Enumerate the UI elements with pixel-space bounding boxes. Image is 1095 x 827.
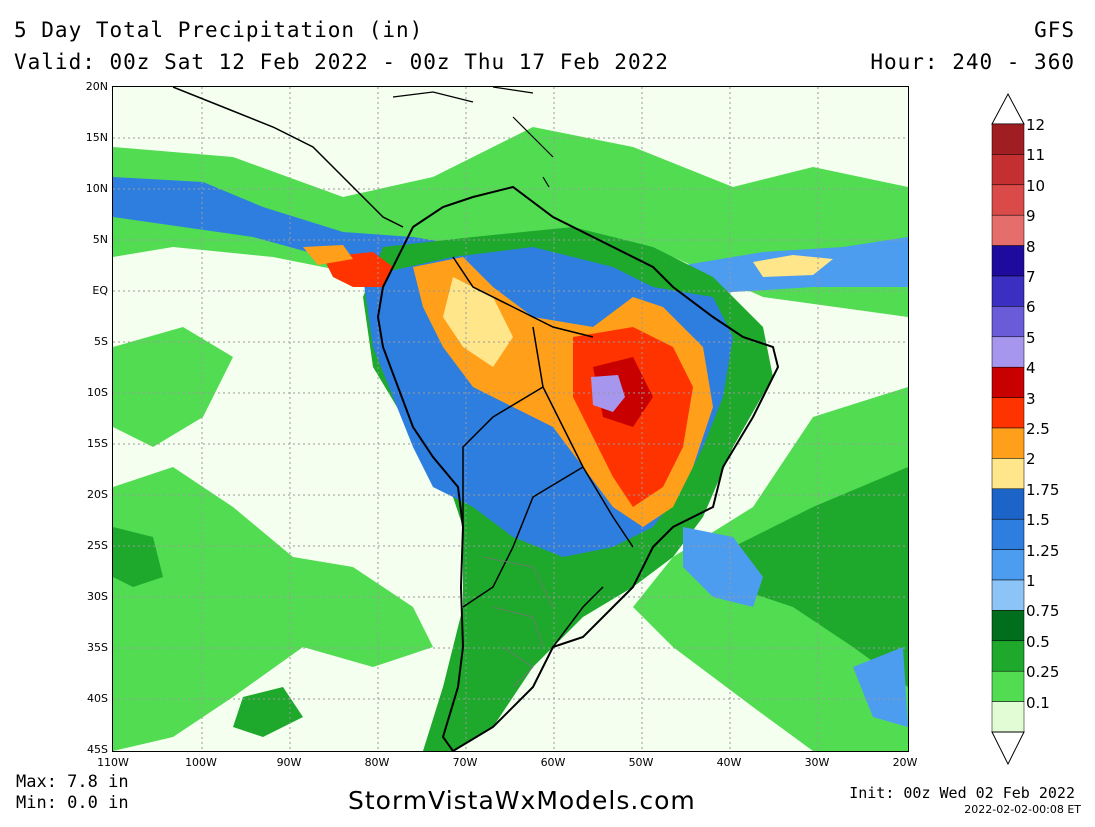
legend-swatch <box>991 610 1025 642</box>
legend-label: 10 <box>1026 176 1046 195</box>
legend-label: 1.75 <box>1026 480 1060 499</box>
legend-label: 2 <box>1026 450 1036 469</box>
legend-label: 0.75 <box>1026 602 1060 621</box>
lon-label: 70W <box>452 756 478 769</box>
legend-label: 7 <box>1026 268 1036 286</box>
lon-label: 110W <box>97 756 129 769</box>
model-name: GFS <box>1034 18 1075 42</box>
lat-label: 30S <box>87 590 108 603</box>
precip-area-south-atlantic-blue <box>683 527 763 607</box>
init-time: Init: 00z Wed 02 Feb 2022 <box>849 784 1075 802</box>
legend-swatch <box>991 397 1025 429</box>
legend-label: 6 <box>1026 298 1036 317</box>
lon-label: 90W <box>276 756 302 769</box>
precip-area-amazon-yellow <box>443 277 513 367</box>
lat-label: 20N <box>85 80 108 93</box>
generated-timestamp: 2022-02-02-00:08 ET <box>964 803 1081 816</box>
lon-label: 30W <box>804 756 830 769</box>
lon-label: 100W <box>185 756 217 769</box>
map-title: 5 Day Total Precipitation (in) <box>14 18 424 42</box>
legend-swatch <box>991 579 1025 611</box>
legend-swatch <box>991 701 1025 733</box>
legend-swatch <box>991 123 1025 155</box>
legend-label: 0.1 <box>1026 693 1050 712</box>
precip-area-south-atlantic-darkgreen <box>733 467 908 687</box>
central-america-outline <box>172 86 404 228</box>
province-borders <box>482 556 554 688</box>
legend-label: 1.25 <box>1026 541 1060 560</box>
map-canvas <box>113 86 908 753</box>
legend-swatch <box>991 184 1025 216</box>
lat-label: 40S <box>87 692 108 705</box>
legend-label: 3 <box>1026 389 1036 408</box>
lat-label: 5S <box>94 335 108 348</box>
legend-bottom-arrow <box>991 731 1025 766</box>
precip-area-pacific-green-4 <box>233 687 303 737</box>
legend-label: 9 <box>1026 207 1036 226</box>
legend-swatch <box>991 518 1025 550</box>
lat-label: 15N <box>85 131 108 144</box>
legend-swatch <box>991 366 1025 398</box>
lon-label: 50W <box>628 756 654 769</box>
precip-area-pacific-green <box>113 327 233 447</box>
caribbean-islands <box>392 86 554 188</box>
legend-top-arrow <box>991 92 1025 125</box>
legend-label: 8 <box>1026 237 1036 256</box>
legend-swatches <box>991 123 1025 733</box>
lat-label: 10N <box>85 182 108 195</box>
legend-swatch <box>991 670 1025 702</box>
legend-swatch <box>991 488 1025 520</box>
precipitation-map <box>112 86 909 753</box>
lat-label: 45S <box>87 743 108 756</box>
legend-swatch <box>991 427 1025 459</box>
lat-label: 20S <box>87 488 108 501</box>
legend-swatch <box>991 214 1025 246</box>
graticule <box>113 87 908 751</box>
legend-swatch <box>991 275 1025 307</box>
legend-swatch <box>991 549 1025 581</box>
south-america-outline <box>376 185 780 753</box>
legend-swatch <box>991 245 1025 277</box>
legend-swatch <box>991 336 1025 368</box>
legend-label: 1.5 <box>1026 511 1050 530</box>
lat-label: 35S <box>87 641 108 654</box>
legend-label: 4 <box>1026 359 1036 378</box>
precip-area-pacific-green-2 <box>113 467 433 751</box>
precip-area-atlantic-yellow <box>753 255 833 277</box>
legend-label: 1 <box>1026 572 1036 590</box>
lat-label: 5N <box>92 233 108 246</box>
legend-swatch <box>991 640 1025 672</box>
forecast-hour: Hour: 240 - 360 <box>870 50 1075 74</box>
precip-area-pacific-green-3 <box>113 527 163 587</box>
legend-label: 2.5 <box>1026 420 1050 438</box>
site-watermark: StormVistaWxModels.com <box>348 786 696 815</box>
color-legend <box>991 92 1025 766</box>
precip-area-ecuador-orange <box>303 245 353 265</box>
legend-label: 0.5 <box>1026 632 1050 651</box>
country-borders <box>452 256 634 648</box>
lon-label: 20W <box>892 756 918 769</box>
legend-swatch <box>991 154 1025 186</box>
valid-period: Valid: 00z Sat 12 Feb 2022 - 00z Thu 17 … <box>14 50 669 74</box>
min-value: Min: 0.0 in <box>16 793 129 813</box>
legend-label: 5 <box>1026 328 1036 347</box>
legend-label: 11 <box>1026 146 1046 165</box>
legend-label: 12 <box>1026 116 1046 134</box>
lon-label: 60W <box>540 756 566 769</box>
legend-swatch <box>991 458 1025 490</box>
lat-label: EQ <box>92 284 108 297</box>
lon-label: 40W <box>716 756 742 769</box>
precip-area-far-atlantic-blue <box>853 647 908 727</box>
max-value: Max: 7.8 in <box>16 772 129 792</box>
legend-swatch <box>991 306 1025 338</box>
lat-label: 25S <box>87 539 108 552</box>
lat-label: 10S <box>87 386 108 399</box>
legend-label: 0.25 <box>1026 663 1060 682</box>
lat-label: 15S <box>87 437 108 450</box>
lon-label: 80W <box>364 756 390 769</box>
